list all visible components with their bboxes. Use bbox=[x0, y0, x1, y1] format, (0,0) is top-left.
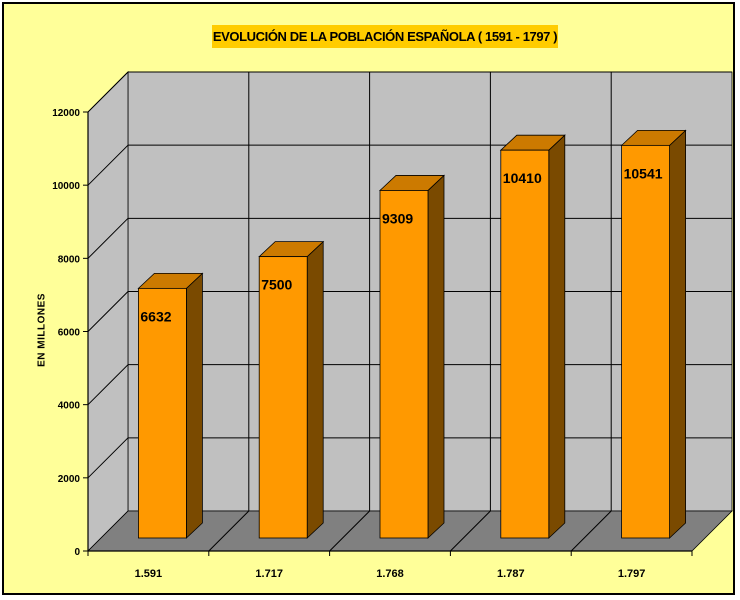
bar-side bbox=[669, 129, 686, 539]
y-tick-label: 10000 bbox=[52, 181, 80, 192]
axes bbox=[83, 111, 693, 556]
gridline-diagonal bbox=[87, 364, 129, 406]
chart-title: EVOLUCIÓN DE LA POBLACIÓN ESPAÑOLA ( 159… bbox=[212, 25, 558, 48]
x-tick-label: 1.797 bbox=[618, 568, 646, 580]
floor-gridline bbox=[208, 510, 250, 552]
gridline-diagonal bbox=[87, 71, 129, 113]
tick-labels: 0 2000 4000 6000 8000 10000 12000 1.591 1.717 1.7… bbox=[52, 108, 645, 580]
bar-side bbox=[427, 174, 445, 539]
data-label: 7500 bbox=[261, 277, 292, 293]
bar bbox=[258, 256, 308, 539]
data-label: 9309 bbox=[382, 210, 413, 226]
y-tick-label: 8000 bbox=[58, 254, 81, 265]
y-tick-label: 12000 bbox=[52, 108, 80, 119]
bar bbox=[621, 144, 670, 539]
bar-side bbox=[185, 272, 203, 539]
x-tick-label: 1.768 bbox=[376, 568, 404, 580]
gridline-diagonal bbox=[87, 291, 129, 332]
floor-gridline bbox=[329, 510, 370, 552]
data-label: 10541 bbox=[624, 165, 663, 181]
floor-gridline bbox=[570, 510, 612, 552]
bars bbox=[137, 129, 687, 539]
x-tick-label: 1.787 bbox=[497, 568, 525, 580]
bar-side bbox=[548, 134, 566, 539]
x-tick-label: 1.717 bbox=[255, 568, 283, 580]
x-tick-label: 1.591 bbox=[135, 568, 163, 580]
gridline-diagonal bbox=[87, 144, 129, 186]
bar bbox=[500, 149, 550, 539]
bar-side bbox=[306, 240, 324, 539]
y-tick-label: 2000 bbox=[58, 474, 81, 485]
data-label: 10410 bbox=[503, 170, 542, 186]
bar bbox=[137, 287, 187, 539]
y-tick-label: 6000 bbox=[58, 328, 81, 339]
y-tick-label: 0 bbox=[74, 547, 80, 558]
bar bbox=[379, 190, 429, 539]
gridline-diagonal bbox=[87, 437, 129, 479]
data-labels: 6632 7500 9309 10410 10541 bbox=[140, 165, 662, 324]
gridline-diagonal bbox=[87, 217, 129, 259]
floor-gridline bbox=[450, 510, 491, 552]
data-label: 6632 bbox=[140, 308, 171, 324]
y-tick-label: 4000 bbox=[58, 401, 81, 412]
